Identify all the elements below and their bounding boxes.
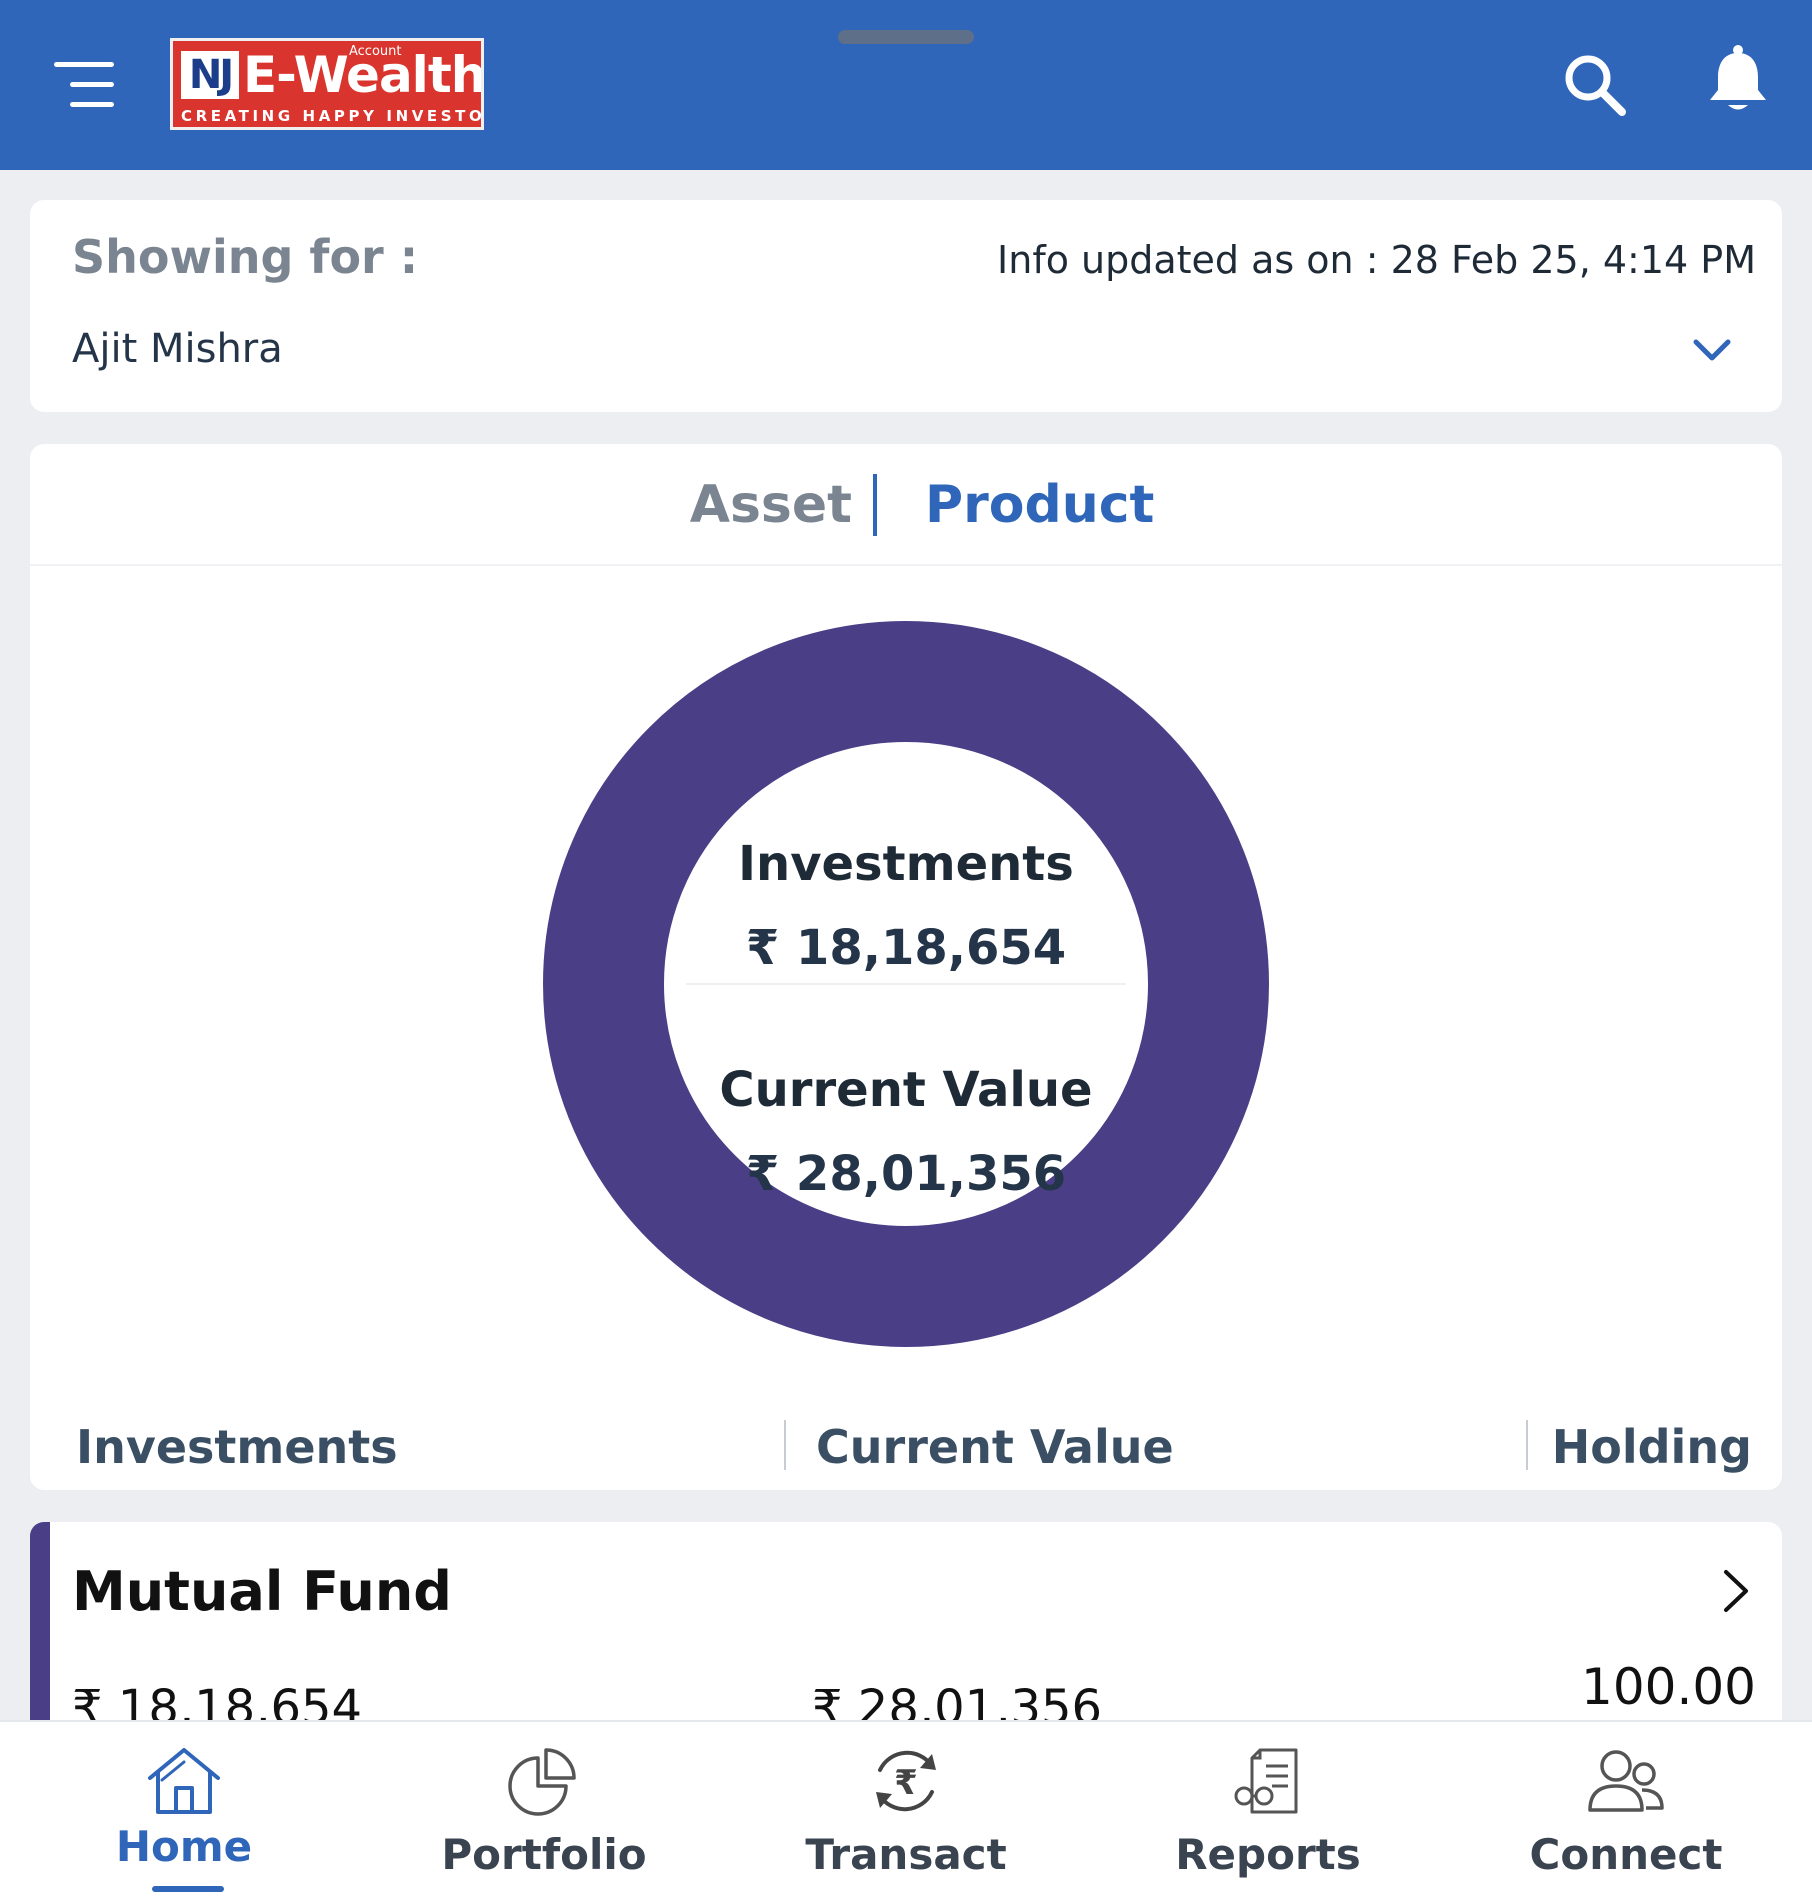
selected-person-name[interactable]: Ajit Mishra xyxy=(72,326,283,372)
hamburger-menu-icon[interactable] xyxy=(52,56,118,112)
logo-tagline: CREATING HAPPY INVESTORS xyxy=(181,107,484,125)
legend-divider xyxy=(784,1420,786,1470)
nav-active-indicator xyxy=(152,1886,224,1892)
portfolio-chart-card: Asset Product Investments ₹ 18,18,654 Cu… xyxy=(30,444,1782,1490)
chevron-down-icon[interactable] xyxy=(1688,330,1736,370)
product-holding-value: 100.00 xyxy=(1581,1658,1756,1716)
nav-connect-label: Connect xyxy=(1529,1830,1723,1879)
column-legend: Investments Current Value Holding xyxy=(30,1406,1782,1490)
showing-for-card: Showing for : Info updated as on : 28 Fe… xyxy=(30,200,1782,412)
donut-current-value-value: ₹ 28,01,356 xyxy=(746,1146,1066,1202)
nav-transact-label: Transact xyxy=(805,1830,1007,1879)
showing-for-label: Showing for : xyxy=(72,230,419,284)
logo-brand-text: E-Wealth xyxy=(243,46,484,104)
logo-account-text: Account xyxy=(349,44,402,59)
legend-divider xyxy=(1526,1420,1528,1470)
drag-handle[interactable] xyxy=(838,30,974,44)
chevron-right-icon[interactable] xyxy=(1720,1566,1752,1616)
nav-portfolio-label: Portfolio xyxy=(441,1830,647,1879)
tab-divider xyxy=(873,474,877,536)
nav-home[interactable]: Home xyxy=(64,1722,304,1902)
donut-current-value-label: Current Value xyxy=(719,1062,1092,1118)
search-icon[interactable] xyxy=(1560,50,1630,120)
nav-portfolio[interactable]: Portfolio xyxy=(424,1722,664,1902)
tab-product[interactable]: Product xyxy=(925,475,1155,535)
report-document-icon xyxy=(1234,1748,1298,1814)
product-row-mutual-fund[interactable]: Mutual Fund ₹ 18,18,654 ₹ 28,01,356 100.… xyxy=(30,1522,1782,1752)
legend-holding: Holding xyxy=(1551,1420,1752,1474)
view-tabs: Asset Product xyxy=(30,444,1782,566)
nav-home-label: Home xyxy=(115,1822,253,1871)
pie-chart-icon xyxy=(508,1748,576,1816)
svg-text:₹: ₹ xyxy=(894,1763,918,1803)
ewealth-logo: NJ E-Wealth Account CREATING HAPPY INVES… xyxy=(170,38,484,130)
nj-logo-mark: NJ xyxy=(181,51,239,99)
donut-investments-value: ₹ 18,18,654 xyxy=(746,920,1066,976)
bottom-navigation: Home Portfolio ₹ Transact Re xyxy=(0,1720,1812,1902)
nav-transact[interactable]: ₹ Transact xyxy=(786,1722,1026,1902)
legend-current-value: Current Value xyxy=(816,1420,1174,1474)
product-donut-chart: Investments ₹ 18,18,654 Current Value ₹ … xyxy=(543,621,1269,1347)
donut-slice-mutual-fund[interactable] xyxy=(543,621,1269,1347)
tab-asset[interactable]: Asset xyxy=(689,475,852,535)
product-name: Mutual Fund xyxy=(72,1560,452,1623)
people-icon xyxy=(1588,1750,1664,1812)
legend-investments: Investments xyxy=(76,1420,398,1474)
nav-reports-label: Reports xyxy=(1175,1830,1361,1879)
app-header: NJ E-Wealth Account CREATING HAPPY INVES… xyxy=(0,0,1812,170)
info-updated-text: Info updated as on : 28 Feb 25, 4:14 PM xyxy=(997,238,1756,282)
product-color-bar xyxy=(30,1522,50,1752)
bell-icon[interactable] xyxy=(1706,44,1770,116)
home-icon xyxy=(148,1748,220,1814)
nav-reports[interactable]: Reports xyxy=(1148,1722,1388,1902)
donut-investments-label: Investments xyxy=(738,836,1074,892)
nav-connect[interactable]: Connect xyxy=(1506,1722,1746,1902)
rupee-exchange-icon: ₹ xyxy=(876,1750,936,1812)
